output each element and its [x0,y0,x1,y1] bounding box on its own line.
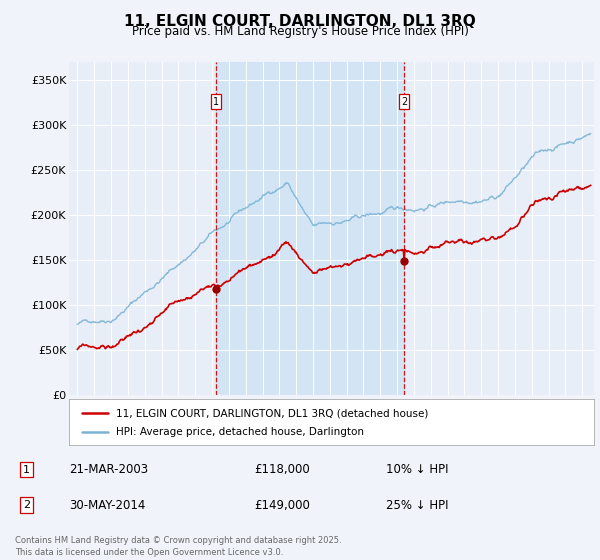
Bar [216,62,404,395]
Text: 10% ↓ HPI: 10% ↓ HPI [386,463,449,476]
Text: 11, ELGIN COURT, DARLINGTON, DL1 3RQ: 11, ELGIN COURT, DARLINGTON, DL1 3RQ [124,14,476,29]
Text: £118,000: £118,000 [254,463,310,476]
Text: 21-MAR-2003: 21-MAR-2003 [70,463,149,476]
Text: 30-MAY-2014: 30-MAY-2014 [70,499,146,512]
Text: 2: 2 [23,500,30,510]
Text: 1: 1 [212,96,219,106]
Text: HPI: Average price, detached house, Darlington: HPI: Average price, detached house, Darl… [116,427,364,437]
Text: 25% ↓ HPI: 25% ↓ HPI [386,499,449,512]
Text: Price paid vs. HM Land Registry's House Price Index (HPI): Price paid vs. HM Land Registry's House … [131,25,469,38]
Text: £149,000: £149,000 [254,499,310,512]
Text: Contains HM Land Registry data © Crown copyright and database right 2025.
This d: Contains HM Land Registry data © Crown c… [15,536,341,557]
Text: 2: 2 [401,96,407,106]
Text: 11, ELGIN COURT, DARLINGTON, DL1 3RQ (detached house): 11, ELGIN COURT, DARLINGTON, DL1 3RQ (de… [116,408,428,418]
Text: 1: 1 [23,465,30,475]
